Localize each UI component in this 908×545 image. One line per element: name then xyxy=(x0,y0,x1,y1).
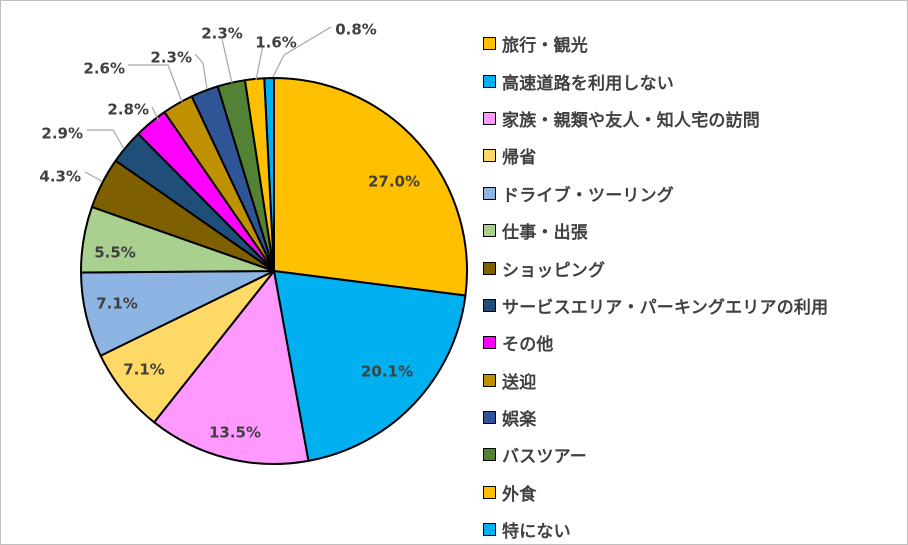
legend-item: 旅行・観光 xyxy=(483,25,828,62)
legend-swatch xyxy=(483,485,496,499)
data-label: 1.6% xyxy=(255,34,297,52)
data-label: 5.5% xyxy=(94,244,136,262)
legend-label: 送迎 xyxy=(502,372,537,393)
legend-label: 旅行・観光 xyxy=(502,36,588,57)
legend-item: 帰省 xyxy=(483,137,828,174)
leader-line xyxy=(221,38,233,84)
leader-line xyxy=(128,64,183,103)
legend-item: 外食 xyxy=(483,474,828,511)
leader-line xyxy=(255,44,264,81)
data-label: 0.8% xyxy=(335,21,377,39)
pie-slice xyxy=(273,77,468,297)
legend-swatch xyxy=(483,373,496,387)
legend-label: ショッピング xyxy=(502,260,606,281)
pie-slice xyxy=(273,270,467,462)
legend-item: 仕事・出張 xyxy=(483,212,828,249)
leader-line xyxy=(151,106,160,122)
legend-swatch xyxy=(483,523,496,537)
legend-label: 家族・親類や友人・知人宅の訪問 xyxy=(502,110,760,131)
legend-item: その他 xyxy=(483,324,828,361)
legend-swatch xyxy=(483,37,496,51)
data-label: 7.1% xyxy=(123,361,165,379)
legend-item: 家族・親類や友人・知人宅の訪問 xyxy=(483,100,828,137)
data-label: 13.5% xyxy=(209,424,261,442)
legend-swatch xyxy=(483,298,496,312)
legend-swatch xyxy=(483,149,496,163)
legend-label: その他 xyxy=(502,335,554,356)
legend-item: ドライブ・ツーリング xyxy=(483,175,828,212)
leader-line xyxy=(272,26,332,78)
legend-label: 外食 xyxy=(502,484,537,505)
legend-label: バスツアー xyxy=(502,447,587,468)
legend-label: 特にない xyxy=(502,522,571,543)
legend-swatch xyxy=(483,186,496,200)
legend-label: サービスエリア・パーキングエリアの利用 xyxy=(502,297,829,318)
leader-line xyxy=(84,171,103,183)
data-label: 7.1% xyxy=(96,295,138,313)
legend-item: バスツアー xyxy=(483,436,828,473)
legend-item: 高速道路を利用しない xyxy=(483,62,828,99)
data-label: 2.6% xyxy=(83,60,125,78)
pie-slice xyxy=(263,77,275,272)
legend-swatch xyxy=(483,336,496,350)
data-label: 27.0% xyxy=(368,173,420,191)
data-label: 2.9% xyxy=(41,125,83,143)
legend: 旅行・観光高速道路を利用しない家族・親類や友人・知人宅の訪問 帰省ドライブ・ツーリ… xyxy=(483,25,828,544)
legend-item: サービスエリア・パーキングエリアの利用 xyxy=(483,287,828,324)
legend-swatch xyxy=(483,111,496,125)
data-label: 20.1% xyxy=(361,363,413,381)
legend-item: 娯楽 xyxy=(483,399,828,436)
legend-item: 特にない xyxy=(483,511,828,544)
legend-label: 高速道路を利用しない xyxy=(502,73,674,94)
data-label: 2.3% xyxy=(150,49,192,67)
pie-slice xyxy=(153,270,310,465)
legend-swatch xyxy=(483,261,496,275)
legend-label: 娯楽 xyxy=(502,410,537,431)
legend-swatch xyxy=(483,411,496,425)
legend-item: 送迎 xyxy=(483,362,828,399)
data-label: 4.3% xyxy=(39,168,81,186)
legend-swatch xyxy=(483,224,496,238)
legend-swatch xyxy=(483,448,496,462)
legend-label: ドライブ・ツーリング xyxy=(502,185,674,206)
leader-line xyxy=(87,129,125,150)
legend-item: ショッピング xyxy=(483,249,828,286)
leader-line xyxy=(194,53,208,90)
legend-label: 帰省 xyxy=(502,148,537,169)
legend-label: 仕事・出張 xyxy=(502,223,588,244)
data-label: 2.3% xyxy=(201,25,243,43)
legend-swatch xyxy=(483,74,496,88)
data-label: 2.8% xyxy=(107,101,149,119)
